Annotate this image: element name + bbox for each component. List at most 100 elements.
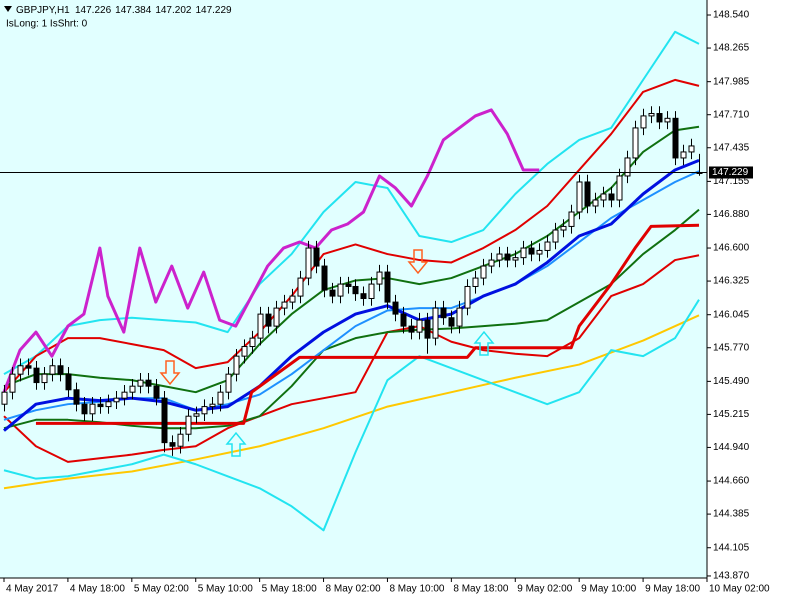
candle-body xyxy=(65,373,72,391)
candle-body xyxy=(257,313,264,339)
candle-body xyxy=(177,433,184,447)
indicator-line xyxy=(3,30,700,376)
menu-icon[interactable] xyxy=(4,6,12,12)
y-tick-label: 148.265 xyxy=(713,43,750,54)
candle-body xyxy=(81,403,88,415)
candle-body xyxy=(17,365,24,375)
candle-body xyxy=(416,319,423,333)
candle-body xyxy=(89,403,96,415)
candle-body xyxy=(464,285,471,309)
candle-body xyxy=(153,385,160,399)
candle-body xyxy=(233,355,240,375)
candle-body xyxy=(592,199,599,207)
y-tick-label: 145.215 xyxy=(713,409,750,420)
y-tick-label: 147.155 xyxy=(713,176,750,187)
candle-body xyxy=(568,211,575,227)
candle-body xyxy=(584,181,591,207)
y-tick-label: 147.985 xyxy=(713,76,750,87)
header: GBPJPY,H1 147.226 147.384 147.202 147.229 xyxy=(16,5,232,16)
candle-body xyxy=(400,313,407,327)
y-tick-label: 144.660 xyxy=(713,476,750,487)
sell-arrow xyxy=(407,249,429,275)
candle-body xyxy=(129,385,136,393)
candle-body xyxy=(273,307,280,327)
y-tick-label: 146.600 xyxy=(713,243,750,254)
candle-body xyxy=(305,247,312,279)
y-tick-label: 146.045 xyxy=(713,309,750,320)
y-tick-label: 147.710 xyxy=(713,109,750,120)
candle-body xyxy=(488,259,495,267)
candle-body xyxy=(480,265,487,279)
y-tick-label: 144.385 xyxy=(713,509,750,520)
candle-body xyxy=(648,113,655,117)
candle-body xyxy=(360,293,367,299)
candle-body xyxy=(672,117,679,159)
candle-body xyxy=(624,157,631,177)
x-tick-label: 9 May 02:00 xyxy=(517,584,572,595)
x-tick-label: 4 May 18:00 xyxy=(70,584,125,595)
candle-body xyxy=(608,193,615,201)
y-tick-label: 147.435 xyxy=(713,142,750,153)
high-value: 147.384 xyxy=(115,5,152,16)
indicator-line xyxy=(3,254,700,463)
candle-body xyxy=(201,406,208,415)
indicator-line xyxy=(35,223,700,425)
candle-body xyxy=(536,249,543,255)
x-tick-label: 8 May 10:00 xyxy=(389,584,444,595)
candle-body xyxy=(209,403,216,408)
indicator-line xyxy=(2,108,540,393)
candle-body xyxy=(456,307,463,327)
y-tick-label: 144.940 xyxy=(713,442,750,453)
indicator-line xyxy=(3,299,700,532)
candle-body xyxy=(368,283,375,299)
candle-body xyxy=(448,317,455,327)
candle-body xyxy=(384,271,391,303)
candle-body xyxy=(41,373,48,384)
candle-body xyxy=(576,181,583,213)
candle-body xyxy=(169,442,176,447)
x-tick-label: 10 May 02:00 xyxy=(709,584,770,595)
indicator-line xyxy=(3,158,700,432)
candle-body xyxy=(664,117,671,123)
candle-body xyxy=(345,283,352,287)
candle-body xyxy=(440,307,447,319)
candle-body xyxy=(1,391,8,405)
candle-body xyxy=(560,225,567,231)
candle-body xyxy=(121,391,128,399)
axes: 148.540 148.265 147.985 147.710 147.435 147.1… xyxy=(0,0,770,595)
candle-body xyxy=(9,373,16,393)
candle-body xyxy=(33,367,40,384)
x-tick-label: 4 May 2017 xyxy=(6,584,59,595)
candle-body xyxy=(193,413,200,417)
sell-arrow xyxy=(159,360,181,386)
x-tick-label: 9 May 18:00 xyxy=(645,584,700,595)
candle-body xyxy=(105,401,112,408)
candle-body xyxy=(137,379,144,387)
x-tick-label: 5 May 18:00 xyxy=(262,584,317,595)
candle-body xyxy=(97,403,104,408)
candle-body xyxy=(616,175,623,201)
y-tick-label: 146.880 xyxy=(713,209,750,220)
candle-body xyxy=(392,301,399,315)
signal-arrows xyxy=(159,249,495,457)
current-price-label: 147.229 xyxy=(712,167,749,178)
x-tick-label: 8 May 18:00 xyxy=(453,584,508,595)
candle-body xyxy=(113,397,120,403)
symbol: GBPJPY,H1 xyxy=(16,5,70,16)
buy-arrow xyxy=(225,431,247,457)
candle-body xyxy=(424,319,431,339)
candle-body xyxy=(352,285,359,295)
indicator-line xyxy=(3,314,700,490)
candle-body xyxy=(504,253,511,261)
candle-body xyxy=(656,113,663,123)
y-tick-label: 143.870 xyxy=(713,571,750,582)
candle-body xyxy=(73,389,80,405)
candle-body xyxy=(528,247,535,255)
candle-body xyxy=(432,307,439,339)
candle-body xyxy=(408,325,415,333)
candle-body xyxy=(57,365,64,375)
candle-body xyxy=(225,373,232,393)
low-value: 147.202 xyxy=(155,5,192,16)
candle-body xyxy=(185,415,192,435)
